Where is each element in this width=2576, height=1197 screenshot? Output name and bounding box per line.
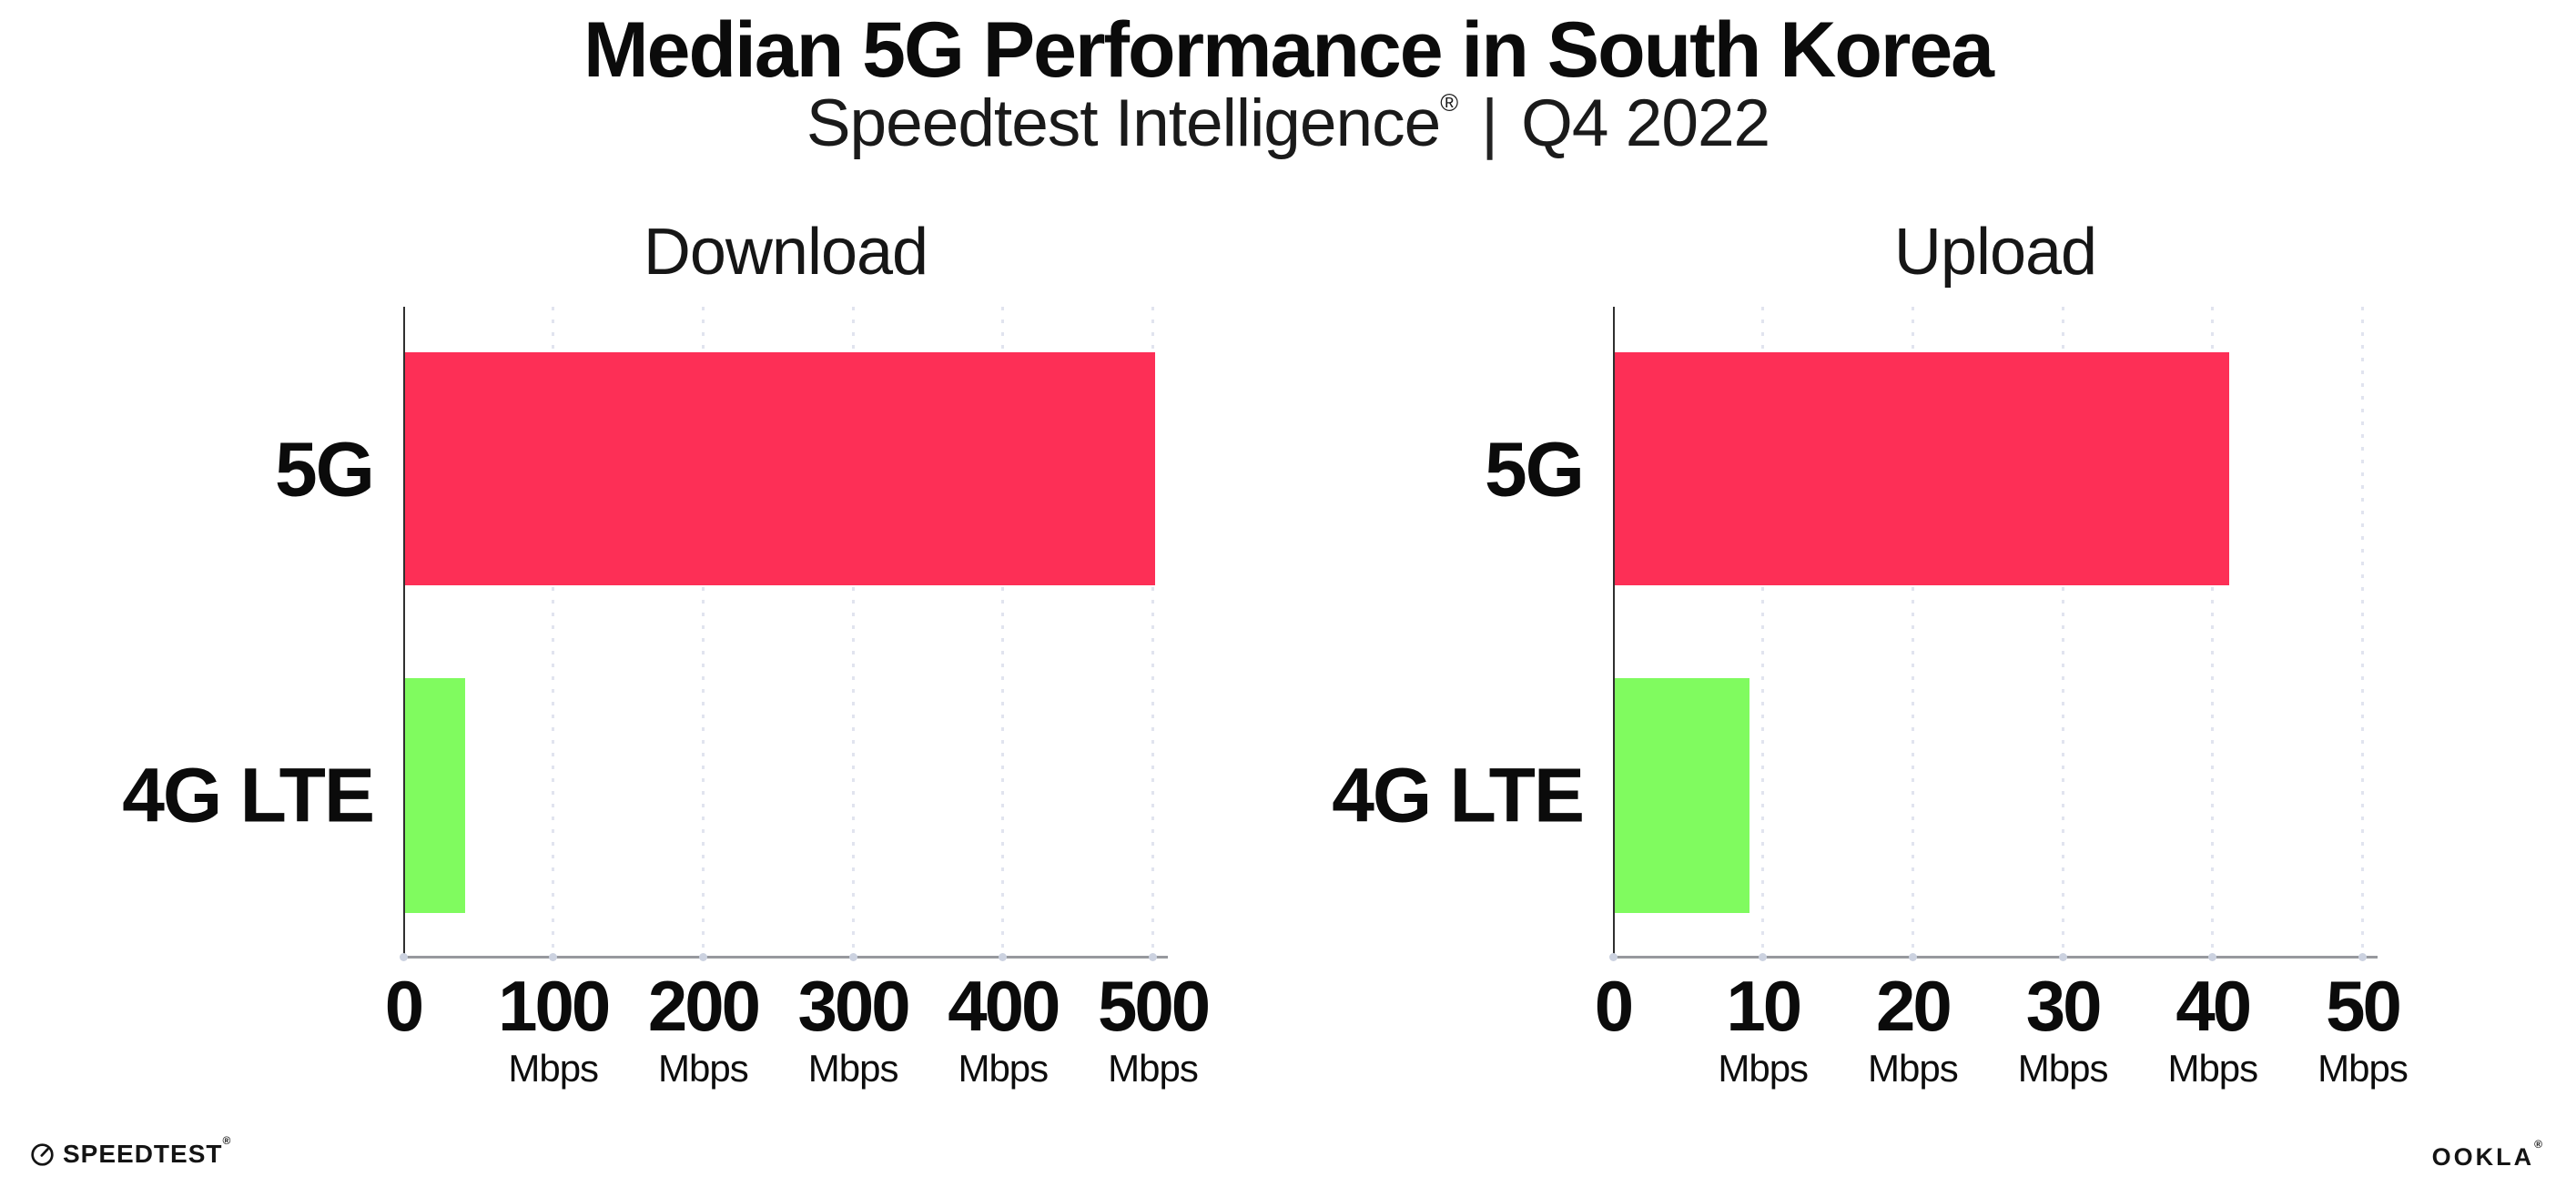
axis-tick-dot-400 xyxy=(999,953,1008,961)
x-tick-unit: Mbps xyxy=(807,1047,899,1090)
x-tick-value: 50 xyxy=(2326,966,2402,1046)
bar-5g-upload xyxy=(1615,352,2230,586)
page-subtitle: Speedtest Intelligence® | Q4 2022 xyxy=(0,86,2576,161)
x-tick-label-50: 50 Mbps xyxy=(2317,966,2409,1090)
ookla-wordmark-text: OOKLA xyxy=(2431,1143,2535,1171)
gridline-400 xyxy=(1001,307,1005,958)
gridline-200 xyxy=(701,307,705,958)
subtitle-product: Speedtest Intelligence xyxy=(806,86,1441,160)
gridline-40 xyxy=(2211,307,2215,958)
x-tick-value: 20 xyxy=(1876,966,1952,1046)
gridline-50 xyxy=(2361,307,2365,958)
x-tick-label-300: 300 Mbps xyxy=(797,966,911,1090)
x-axis-line xyxy=(1613,956,2378,959)
axis-tick-dot-100 xyxy=(549,953,558,961)
x-tick-value: 100 xyxy=(498,966,611,1046)
axis-tick-dot-500 xyxy=(1149,953,1158,961)
x-tick-value: 10 xyxy=(1726,966,1802,1046)
speedtest-registered-icon: ® xyxy=(222,1134,232,1147)
axis-tick-dot-10 xyxy=(1759,953,1768,961)
x-tick-value: 400 xyxy=(948,966,1060,1046)
gridline-20 xyxy=(1911,307,1914,958)
y-axis-line xyxy=(1613,307,1615,958)
speedtest-wordmark-text: SPEEDTEST xyxy=(63,1140,223,1168)
category-label-5g: 5G xyxy=(1484,426,1585,512)
x-tick-value: 300 xyxy=(797,966,911,1046)
axis-tick-dot-50 xyxy=(2358,953,2368,961)
x-tick-unit: Mbps xyxy=(1718,1047,1809,1090)
page-title: Median 5G Performance in South Korea xyxy=(583,6,1994,94)
gridline-100 xyxy=(552,307,555,958)
category-label-5g: 5G xyxy=(274,426,375,512)
axis-tick-dot-30 xyxy=(2058,953,2067,961)
bar-5g-download xyxy=(405,352,1155,586)
x-tick-value: 500 xyxy=(1097,966,1211,1046)
speedtest-gauge-icon xyxy=(31,1142,54,1166)
x-tick-unit: Mbps xyxy=(2017,1047,2109,1090)
upload-chart-plot-area: 5G 4G LTE 0 10 Mbps 20 Mbps 30 Mbps 40 Mbps 50 Mbp… xyxy=(1332,307,2409,1088)
y-axis-line xyxy=(403,307,405,958)
subtitle-quarter: Q4 2022 xyxy=(1521,86,1770,160)
gridline-500 xyxy=(1151,307,1155,958)
x-tick-unit: Mbps xyxy=(1108,1047,1199,1090)
x-tick-label-200: 200 Mbps xyxy=(647,966,761,1090)
subtitle-divider: | xyxy=(1481,86,1498,160)
download-chart-plot-area: 5G 4G LTE 0 100 Mbps 200 Mbps 300 Mbps 400 Mbps 5… xyxy=(122,307,1211,1088)
x-tick-label-100: 100 Mbps xyxy=(498,966,611,1090)
x-tick-label-20: 20 Mbps xyxy=(1868,966,1959,1090)
axis-tick-dot-200 xyxy=(698,953,707,961)
x-tick-label-0: 0 xyxy=(384,966,424,1046)
x-tick-label-0: 0 xyxy=(1594,966,1634,1046)
x-tick-label-400: 400 Mbps xyxy=(948,966,1060,1090)
x-tick-value: 200 xyxy=(647,966,761,1046)
gridline-30 xyxy=(2061,307,2064,958)
axis-tick-dot-0 xyxy=(1608,953,1618,961)
axis-tick-dot-0 xyxy=(399,953,408,961)
ookla-registered-icon: ® xyxy=(2534,1138,2545,1151)
gridline-300 xyxy=(851,307,855,958)
upload-chart-title: Upload xyxy=(1893,216,2097,289)
bar-4g-lte-download xyxy=(405,677,465,914)
x-tick-value: 30 xyxy=(2025,966,2103,1046)
x-tick-unit: Mbps xyxy=(1868,1047,1959,1090)
axis-tick-dot-20 xyxy=(1908,953,1917,961)
gridline-10 xyxy=(1761,307,1765,958)
speedtest-wordmark: SPEEDTEST® xyxy=(63,1134,231,1169)
x-tick-value: 40 xyxy=(2175,966,2252,1046)
x-tick-unit: Mbps xyxy=(958,1047,1049,1090)
x-tick-unit: Mbps xyxy=(508,1047,599,1090)
x-tick-label-30: 30 Mbps xyxy=(2017,966,2109,1090)
x-tick-label-40: 40 Mbps xyxy=(2167,966,2258,1090)
x-tick-label-500: 500 Mbps xyxy=(1097,966,1211,1090)
x-tick-value: 0 xyxy=(1594,966,1634,1046)
category-label-4g-lte: 4G LTE xyxy=(122,752,375,838)
category-label-4g-lte: 4G LTE xyxy=(1332,752,1585,838)
bar-4g-lte-upload xyxy=(1615,677,1750,914)
registered-trademark-icon: ® xyxy=(1440,89,1458,117)
ookla-logo: OOKLA® xyxy=(2431,1138,2545,1172)
x-tick-unit: Mbps xyxy=(2317,1047,2409,1090)
download-chart-title: Download xyxy=(643,216,928,289)
x-tick-label-10: 10 Mbps xyxy=(1718,966,1809,1090)
axis-tick-dot-300 xyxy=(848,953,857,961)
x-tick-unit: Mbps xyxy=(658,1047,749,1090)
x-axis-line xyxy=(403,956,1168,959)
x-tick-unit: Mbps xyxy=(2167,1047,2258,1090)
x-tick-value: 0 xyxy=(384,966,424,1046)
axis-tick-dot-40 xyxy=(2208,953,2217,961)
speedtest-logo: SPEEDTEST® xyxy=(30,1134,231,1169)
